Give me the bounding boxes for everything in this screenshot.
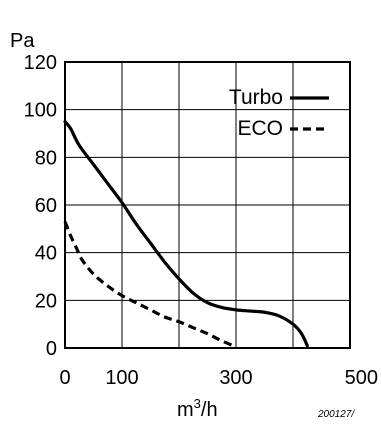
tick-labels: 0 20 40 60 80 100 120 0 100 300 500 <box>24 52 378 389</box>
x-axis-unit-tail: /h <box>201 399 218 421</box>
legend-label-turbo: Turbo <box>229 86 283 109</box>
y-tick-label: 0 <box>46 338 57 360</box>
series-lines <box>63 119 309 349</box>
x-tick-label: 300 <box>219 367 252 389</box>
x-axis-unit-label: m3/h <box>177 396 218 421</box>
series-line-turbo <box>63 119 309 348</box>
y-tick-label: 120 <box>24 52 57 74</box>
series-line-eco <box>63 221 237 349</box>
x-tick-label: 100 <box>105 367 138 389</box>
y-tick-label: 20 <box>35 290 57 312</box>
grid-lines <box>65 62 350 348</box>
legend: Turbo ECO <box>229 86 329 140</box>
x-tick-label: 500 <box>345 367 378 389</box>
x-axis-unit-superscript: 3 <box>194 396 201 411</box>
y-tick-label: 80 <box>35 147 57 169</box>
y-axis-unit-label: Pa <box>10 30 35 52</box>
plot-frame <box>64 61 351 349</box>
x-tick-label: 0 <box>59 367 70 389</box>
figure-code: 200127/ <box>317 409 355 420</box>
legend-label-eco: ECO <box>237 117 283 140</box>
y-tick-label: 40 <box>35 243 57 265</box>
y-tick-label: 100 <box>24 100 57 122</box>
y-tick-label: 60 <box>35 195 57 217</box>
x-axis-unit-base: m <box>177 399 194 421</box>
